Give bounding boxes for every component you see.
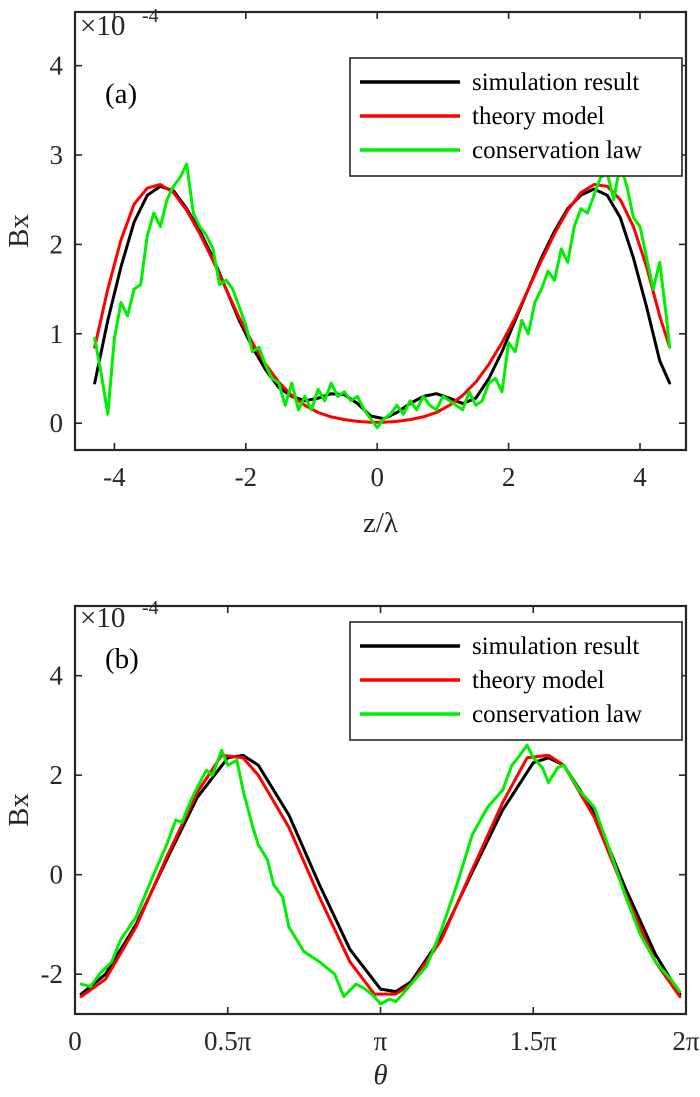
axis-multiplier-exponent: -4 <box>142 597 159 619</box>
axis-multiplier: ×10 <box>80 602 125 634</box>
series-line-conservation-law <box>93 162 672 430</box>
chart-panel-b: 0 0.5π π 1.5π 2π -2 0 2 4 θ Bx ×10 -4 (b) simulation r… <box>3 597 700 1091</box>
y-axis-label: Bx <box>3 214 35 248</box>
series-line-theory-model <box>93 183 672 424</box>
x-tick-label: 0.5π <box>204 1026 252 1056</box>
x-tick-label: 4 <box>633 462 647 492</box>
x-tick-label: -4 <box>103 462 126 492</box>
x-tick-label: 0 <box>370 462 384 492</box>
legend: simulation result theory model conservatio… <box>349 57 683 177</box>
chart-panel-a: -4 -2 0 2 4 0 1 2 3 4 z/λ Bx ×10 -4 (a) simulation resu… <box>3 5 688 539</box>
y-tick-label: 1 <box>50 319 64 349</box>
x-tick-label: 0 <box>68 1026 82 1056</box>
y-tick-label: 4 <box>50 51 64 81</box>
x-axis-label: z/λ <box>363 507 398 539</box>
legend-entry: conservation law <box>472 137 642 164</box>
legend-entry: theory model <box>472 667 605 694</box>
legend-entry: theory model <box>472 103 605 130</box>
legend: simulation result theory model conservatio… <box>349 621 683 741</box>
panel-label: (a) <box>105 78 137 110</box>
axis-multiplier: ×10 <box>80 10 125 42</box>
y-axis-label: Bx <box>3 793 35 827</box>
y-tick-label: 2 <box>50 760 64 790</box>
x-tick-label: 1.5π <box>510 1026 558 1056</box>
legend-entry: simulation result <box>472 633 639 660</box>
y-tick-label: -2 <box>41 959 64 989</box>
y-tick-label: 0 <box>50 408 64 438</box>
y-tick-label: 0 <box>50 860 64 890</box>
y-tick-label: 2 <box>50 229 64 259</box>
x-axis-label: θ <box>373 1059 387 1091</box>
series-line-simulation-result <box>79 753 682 996</box>
axis-multiplier-exponent: -4 <box>142 5 159 27</box>
series-line-conservation-law <box>79 743 682 1006</box>
plot-frame <box>73 10 688 452</box>
x-tick-label: 2 <box>502 462 516 492</box>
x-tick-label: 2π <box>672 1026 700 1056</box>
legend-entry: conservation law <box>472 701 642 728</box>
y-tick-label: 3 <box>50 140 64 170</box>
panel-label: (b) <box>105 643 139 675</box>
series-line-simulation-result <box>93 184 672 421</box>
x-tick-label: -2 <box>235 462 258 492</box>
x-tick-label: π <box>374 1026 388 1056</box>
legend-entry: simulation result <box>472 69 639 96</box>
series-line-theory-model <box>79 753 682 999</box>
y-tick-label: 4 <box>50 661 64 691</box>
